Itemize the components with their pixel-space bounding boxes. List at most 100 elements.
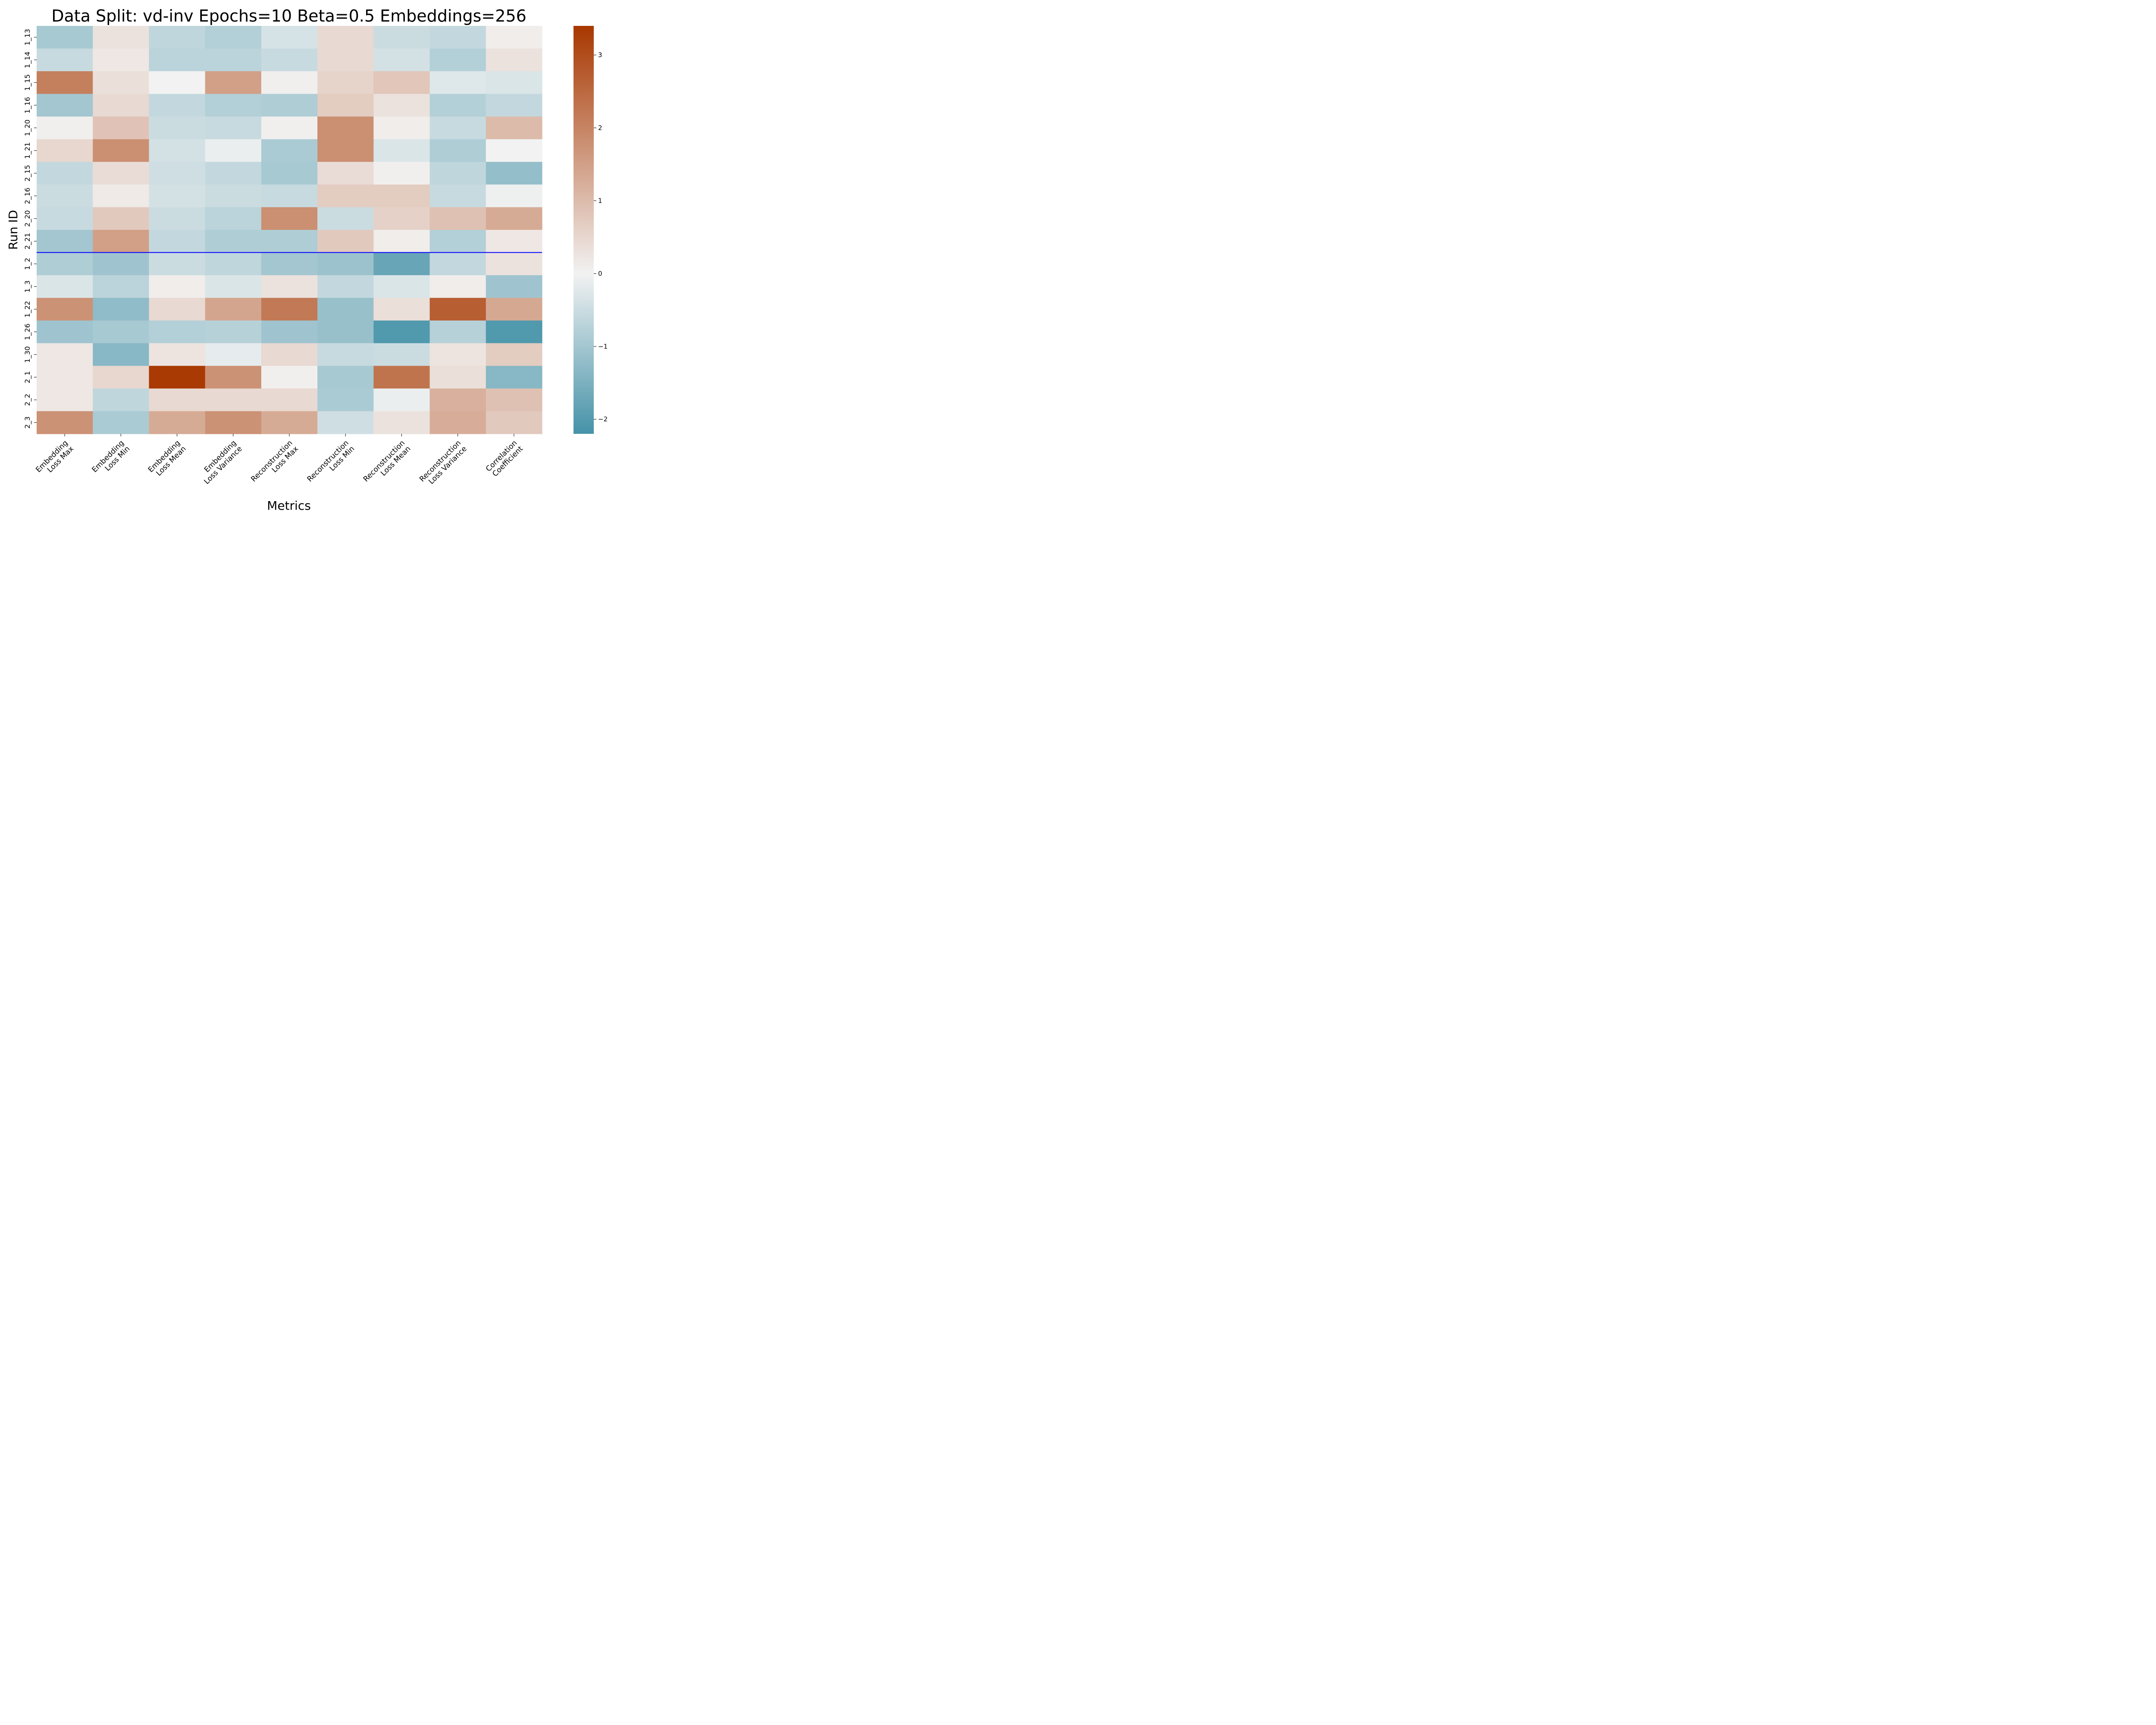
heatmap-cell [205, 320, 262, 344]
heatmap-cell [317, 275, 374, 298]
heatmap-cell [261, 71, 318, 94]
heatmap-cell [429, 298, 486, 321]
heatmap-cell [261, 388, 318, 412]
heatmap-cell [317, 48, 374, 72]
heatmap-cell [373, 366, 430, 389]
row-tick-label: 1_20 [23, 119, 32, 136]
heatmap-cell [205, 411, 262, 434]
column-tick-label: CorrelationCoefficient [484, 439, 525, 479]
row-tick-label: 1_16 [23, 97, 32, 114]
heatmap-cell [93, 71, 150, 94]
heatmap-cell [149, 94, 206, 117]
heatmap-cell [261, 207, 318, 230]
heatmap-cell [205, 252, 262, 276]
heatmap-cell [429, 184, 486, 208]
heatmap-cell [93, 252, 150, 276]
heatmap-cell [261, 298, 318, 321]
heatmap-cell [317, 298, 374, 321]
heatmap-cell [429, 207, 486, 230]
heatmap-cell [486, 388, 542, 412]
colorbar-tick-label: −2 [598, 415, 608, 423]
heatmap-cell [261, 48, 318, 72]
heatmap-cell [37, 139, 93, 162]
heatmap-cell [317, 343, 374, 366]
row-tick-label: 2_16 [23, 188, 32, 204]
heatmap-cell [93, 366, 150, 389]
heatmap-cell [261, 184, 318, 208]
row-tick-label: 2_3 [23, 417, 32, 429]
colorbar-tick-labels: 3 2 1 0 −1 −2 [594, 51, 608, 423]
heatmap-cell [93, 162, 150, 185]
heatmap-cell [93, 388, 150, 412]
heatmap-cell [261, 139, 318, 162]
heatmap-cell [486, 298, 542, 321]
column-tick-label: ReconstructionLoss Max [249, 439, 300, 489]
row-tick-label: 1_14 [23, 52, 32, 69]
heatmap-cell [317, 366, 374, 389]
heatmap-cell [373, 388, 430, 412]
heatmap-cell [486, 116, 542, 140]
heatmap-cell [205, 71, 262, 94]
heatmap-cell [149, 162, 206, 185]
heatmap-cell [149, 207, 206, 230]
row-tick-label: 1_13 [23, 29, 32, 46]
heatmap-cell [373, 230, 430, 253]
heatmap-cell [37, 411, 93, 434]
heatmap-cell [93, 275, 150, 298]
heatmap-cell [149, 48, 206, 72]
heatmap-cell [93, 139, 150, 162]
heatmap-cell [205, 298, 262, 321]
heatmap-cell [261, 252, 318, 276]
heatmap-cell [317, 139, 374, 162]
colorbar-tick-label: 0 [598, 270, 602, 277]
heatmap-cell [205, 275, 262, 298]
heatmap-cell [486, 275, 542, 298]
heatmap-cell [373, 275, 430, 298]
heatmap-cell [486, 94, 542, 117]
row-tick-label: 1_26 [23, 323, 32, 340]
heatmap-cell [93, 184, 150, 208]
heatmap-cell [373, 71, 430, 94]
heatmap-cell [317, 411, 374, 434]
heatmap-cell [373, 48, 430, 72]
heatmap-cell [261, 230, 318, 253]
heatmap-cell [149, 298, 206, 321]
heatmap-cell [205, 343, 262, 366]
row-tick-label: 2_1 [23, 371, 32, 383]
heatmap-cell [317, 94, 374, 117]
heatmap-cell [93, 230, 150, 253]
row-tick-label: 1_22 [23, 301, 32, 318]
heatmap-cell [429, 275, 486, 298]
heatmap-cell [261, 162, 318, 185]
heatmap-cell [261, 116, 318, 140]
heatmap-cell [93, 207, 150, 230]
heatmap-cell [149, 116, 206, 140]
heatmap-cell [429, 252, 486, 276]
heatmap-cell [317, 252, 374, 276]
heatmap-figure: Data Split: vd-inv Epochs=10 Beta=0.5 Em… [6, 6, 608, 513]
heatmap-cell [486, 252, 542, 276]
heatmap-cell [205, 116, 262, 140]
heatmap-cell [149, 230, 206, 253]
heatmap-cell [37, 230, 93, 253]
heatmap-cell [37, 252, 93, 276]
heatmap-cell [373, 411, 430, 434]
heatmap-cell [205, 230, 262, 253]
row-tick-label: 2_21 [23, 233, 32, 250]
row-tick-labels: 1_131_141_151_161_201_212_152_162_202_21… [23, 29, 37, 429]
heatmap-cell [93, 116, 150, 140]
heatmap-cell [37, 207, 93, 230]
heatmap-cell [373, 252, 430, 276]
heatmap-cell [205, 139, 262, 162]
row-tick-label: 2_20 [23, 210, 32, 227]
row-tick-label: 1_21 [23, 142, 32, 159]
heatmap-cell [261, 320, 318, 344]
heatmap-cell [486, 343, 542, 366]
heatmap-cell [486, 71, 542, 94]
heatmap-cell [37, 320, 93, 344]
heatmap-cell [317, 320, 374, 344]
heatmap-cell [205, 388, 262, 412]
heatmap-cell [317, 71, 374, 94]
heatmap-cell [261, 411, 318, 434]
heatmap-cell [93, 26, 150, 49]
